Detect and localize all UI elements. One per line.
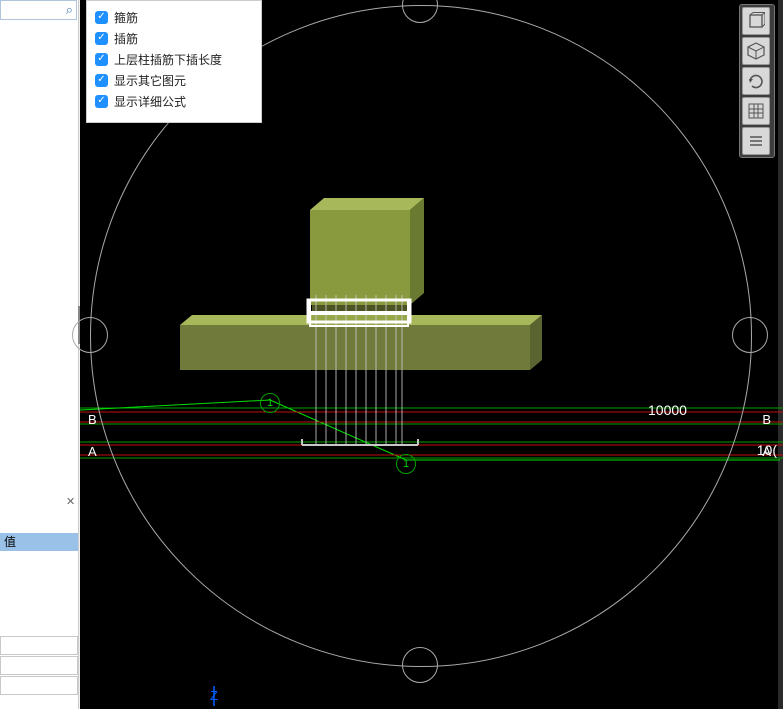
axis-marker-1: 1 bbox=[396, 454, 416, 474]
property-field-1[interactable] bbox=[0, 636, 78, 655]
property-field-2[interactable] bbox=[0, 656, 78, 675]
property-header: 值 bbox=[0, 533, 78, 551]
axis-label-B-left: B bbox=[88, 412, 97, 427]
option-row-1[interactable]: ✓ 插筋 bbox=[95, 28, 253, 48]
property-field-3[interactable] bbox=[0, 676, 78, 695]
cube-front-icon[interactable] bbox=[742, 7, 770, 35]
z-axis-label: Z bbox=[210, 688, 218, 703]
option-label: 插筋 bbox=[114, 30, 138, 47]
option-label: 箍筋 bbox=[114, 9, 138, 26]
option-row-0[interactable]: ✓ 箍筋 bbox=[95, 7, 253, 27]
left-nav-panel: ⌕ bbox=[0, 0, 79, 709]
axis-label-A-left: A bbox=[88, 444, 97, 459]
orbit-handle-3[interactable] bbox=[732, 317, 768, 353]
list-icon[interactable] bbox=[742, 127, 770, 155]
option-label: 上层柱插筋下插长度 bbox=[114, 51, 222, 68]
option-row-2[interactable]: ✓ 上层柱插筋下插长度 bbox=[95, 49, 253, 69]
option-row-3[interactable]: ✓ 显示其它图元 bbox=[95, 70, 253, 90]
option-label: 显示详细公式 bbox=[114, 93, 186, 110]
checkbox-icon[interactable]: ✓ bbox=[95, 95, 108, 108]
close-icon[interactable]: ✕ bbox=[66, 495, 75, 508]
hatch-icon[interactable] bbox=[742, 97, 770, 125]
dimension-10000: 10000 bbox=[648, 402, 687, 418]
search-icon: ⌕ bbox=[66, 2, 73, 18]
orbit-handle-1[interactable] bbox=[402, 647, 438, 683]
checkbox-icon[interactable]: ✓ bbox=[95, 53, 108, 66]
orbit-handle-2[interactable] bbox=[72, 317, 108, 353]
checkbox-icon[interactable]: ✓ bbox=[95, 11, 108, 24]
search-input[interactable]: ⌕ bbox=[0, 0, 77, 20]
axis-label-B-right: B bbox=[762, 412, 771, 427]
checkbox-icon[interactable]: ✓ bbox=[95, 74, 108, 87]
cube-iso-icon[interactable] bbox=[742, 37, 770, 65]
checkbox-icon[interactable]: ✓ bbox=[95, 32, 108, 45]
option-row-4[interactable]: ✓ 显示详细公式 bbox=[95, 91, 253, 111]
option-label: 显示其它图元 bbox=[114, 72, 186, 89]
view-toolbar bbox=[739, 4, 775, 158]
rotate-icon[interactable] bbox=[742, 67, 770, 95]
dimension-100: 10( bbox=[757, 442, 777, 458]
display-options-panel: ✓ 箍筋 ✓ 插筋 ✓ 上层柱插筋下插长度 ✓ 显示其它图元 ✓ 显示详细公式 bbox=[86, 0, 262, 123]
axis-marker-1: 1 bbox=[260, 393, 280, 413]
